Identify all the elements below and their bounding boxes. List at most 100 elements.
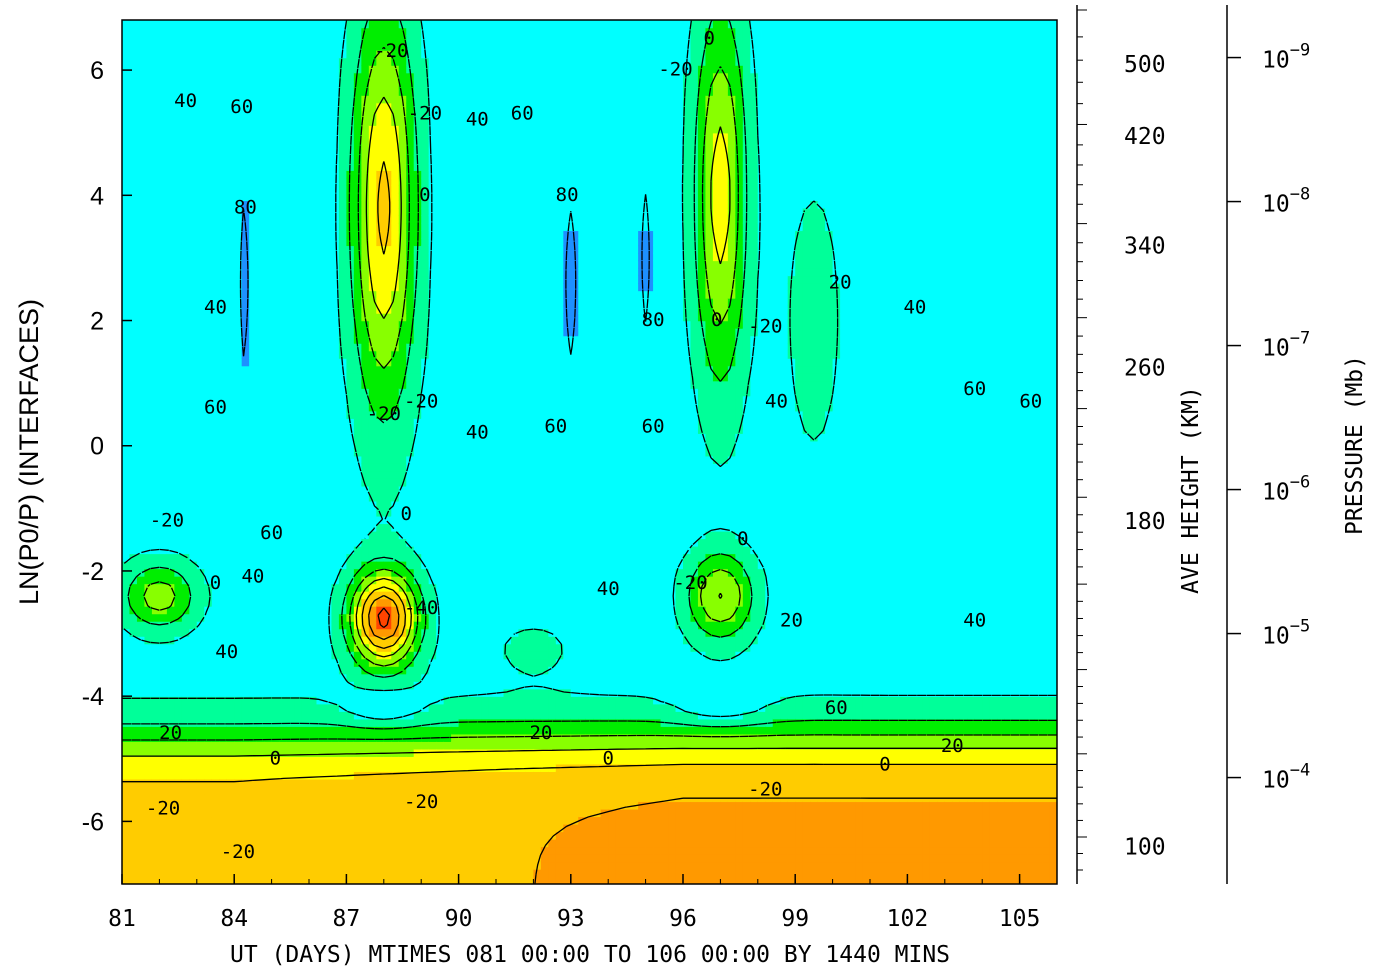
field-cell	[122, 72, 131, 81]
field-cell	[361, 455, 370, 464]
field-cell	[316, 523, 325, 532]
field-cell	[361, 478, 370, 487]
field-cell	[436, 463, 445, 472]
field-cell	[144, 500, 153, 510]
field-cell	[174, 673, 183, 682]
field-cell	[428, 320, 437, 329]
field-cell	[234, 711, 243, 720]
field-cell	[241, 636, 250, 645]
field-cell	[406, 185, 415, 194]
field-cell	[421, 621, 430, 630]
field-cell	[151, 365, 161, 374]
field-cell	[383, 463, 392, 472]
field-cell	[122, 711, 131, 720]
field-cell	[196, 733, 205, 742]
field-cell	[338, 275, 348, 284]
field-cell	[353, 328, 363, 337]
field-cell	[151, 358, 161, 367]
field-cell	[181, 748, 191, 757]
field-cell	[166, 125, 176, 134]
field-cell	[166, 838, 176, 848]
field-cell	[331, 838, 340, 848]
field-cell	[368, 793, 378, 803]
field-cell	[136, 741, 146, 750]
field-cell	[166, 493, 176, 502]
field-cell	[196, 313, 205, 322]
field-cell	[159, 155, 168, 164]
field-cell	[368, 275, 378, 284]
field-cell	[368, 448, 378, 457]
field-cell	[406, 395, 415, 404]
field-cell	[286, 808, 295, 818]
field-cell	[294, 358, 303, 367]
field-cell	[226, 358, 235, 367]
field-cell	[406, 666, 415, 675]
field-cell	[174, 801, 183, 810]
field-cell	[159, 793, 168, 803]
field-cell	[226, 110, 235, 119]
field-cell	[286, 846, 295, 855]
field-cell	[361, 207, 370, 217]
field-cell	[338, 57, 348, 66]
field-cell	[421, 425, 430, 434]
field-cell	[346, 568, 355, 577]
field-cell	[286, 132, 295, 141]
field-cell	[174, 95, 183, 104]
field-cell	[271, 868, 280, 878]
field-cell	[383, 117, 392, 126]
field-cell	[346, 185, 355, 194]
field-cell	[331, 162, 340, 171]
field-cell	[368, 87, 378, 96]
field-cell	[398, 433, 407, 442]
field-cell	[196, 230, 205, 239]
field-cell	[294, 373, 303, 382]
field-cell	[309, 358, 318, 367]
field-cell	[436, 335, 445, 344]
field-cell	[391, 87, 400, 96]
field-cell	[256, 395, 265, 404]
field-cell	[204, 117, 213, 126]
field-cell	[159, 651, 168, 660]
field-cell	[166, 560, 176, 570]
field-cell	[174, 27, 183, 36]
field-cell	[264, 493, 273, 502]
field-cell	[271, 590, 280, 600]
field-cell	[226, 771, 235, 780]
field-cell	[323, 831, 333, 840]
field-cell	[204, 65, 213, 74]
field-cell	[196, 711, 205, 720]
field-cell	[271, 125, 280, 134]
field-cell	[383, 846, 392, 855]
field-cell	[219, 508, 228, 517]
field-cell	[226, 485, 235, 495]
field-cell	[151, 290, 161, 299]
field-cell	[189, 343, 198, 352]
field-cell	[241, 560, 250, 570]
field-cell	[196, 57, 205, 66]
field-cell	[219, 793, 228, 803]
field-cell	[376, 470, 385, 479]
field-cell	[309, 410, 318, 419]
field-cell	[234, 162, 243, 171]
field-cell	[151, 455, 161, 464]
field-cell	[211, 328, 220, 337]
field-cell	[323, 493, 333, 502]
field-cell	[316, 440, 325, 449]
field-cell	[376, 80, 385, 89]
field-cell	[331, 245, 340, 254]
field-cell	[241, 290, 250, 299]
field-cell	[271, 816, 280, 825]
field-cell	[368, 95, 378, 104]
field-cell	[346, 57, 355, 66]
field-cell	[323, 72, 333, 81]
field-cell	[338, 155, 348, 164]
field-cell	[346, 838, 355, 848]
field-cell	[264, 793, 273, 803]
field-cell	[286, 57, 295, 66]
field-cell	[129, 328, 138, 337]
field-cell	[211, 132, 220, 141]
field-cell	[346, 403, 355, 412]
field-cell	[219, 418, 228, 427]
field-cell	[383, 741, 392, 750]
field-cell	[406, 305, 415, 314]
